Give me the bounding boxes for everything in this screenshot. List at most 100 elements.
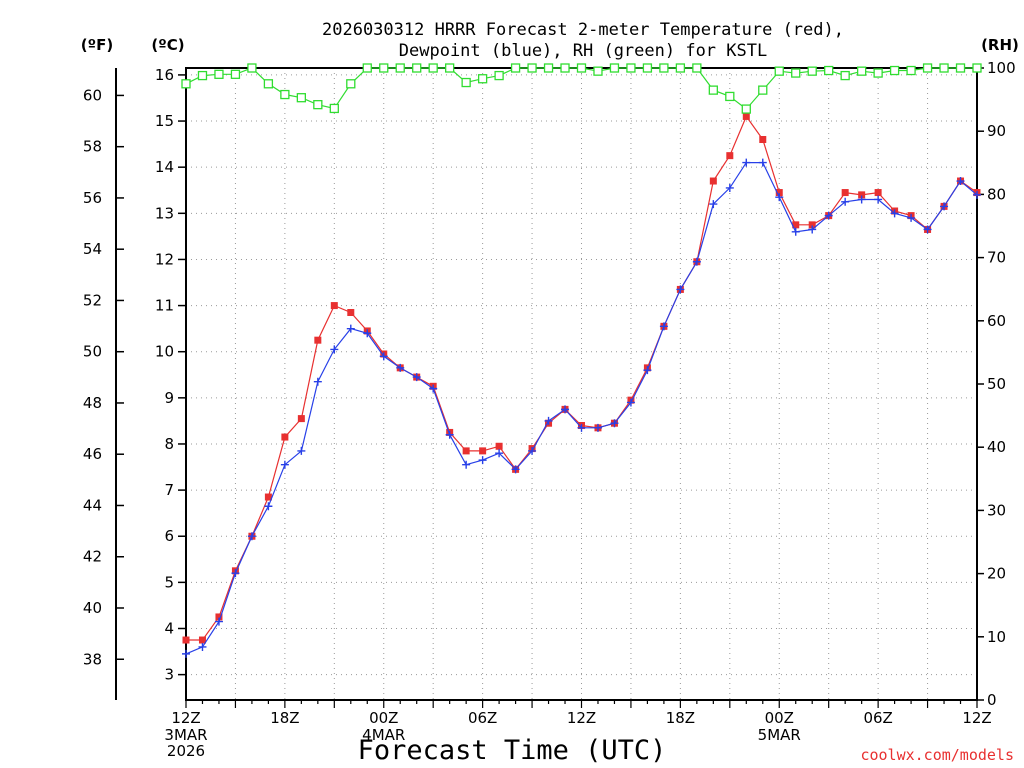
rh-point xyxy=(346,79,356,89)
rh-point xyxy=(510,63,521,73)
rh-point xyxy=(197,70,208,81)
fahrenheit-tick-label: 38 xyxy=(83,650,102,668)
temperature-point xyxy=(775,189,783,197)
dewpoint-point xyxy=(182,649,190,658)
rh-tick-label: 0 xyxy=(987,691,997,709)
rh-point xyxy=(758,85,768,95)
rh-point xyxy=(445,63,455,73)
dewpoint-point xyxy=(363,329,372,338)
temperature-point xyxy=(495,442,503,450)
x-tick-label: 00Z xyxy=(369,709,398,727)
fahrenheit-tick-label: 54 xyxy=(83,240,102,258)
temperature-point xyxy=(264,493,272,501)
dewpoint-point xyxy=(709,200,718,209)
dewpoint-point xyxy=(907,213,916,222)
dewpoint-point xyxy=(758,158,767,167)
rh-point xyxy=(527,63,537,73)
rh-tick-label: 60 xyxy=(987,312,1006,330)
temperature-point xyxy=(874,189,882,197)
dewpoint-point xyxy=(264,502,273,511)
x-tick-date-label: 2026 xyxy=(167,742,205,760)
rh-point xyxy=(412,63,422,73)
fahrenheit-tick-label: 42 xyxy=(83,548,102,566)
rh-point xyxy=(642,63,653,73)
rh-point xyxy=(494,70,504,81)
temperature-point xyxy=(726,152,734,160)
rh-point xyxy=(708,85,718,95)
rh-point xyxy=(609,63,620,73)
temperature-point xyxy=(215,613,223,621)
x-axis-label: Forecast Time (UTC) xyxy=(358,735,667,766)
dewpoint-point xyxy=(379,352,388,361)
fahrenheit-tick-label: 56 xyxy=(83,189,102,207)
rh-point xyxy=(428,63,438,73)
x-tick-date-label: 3MAR xyxy=(164,726,207,744)
celsius-tick-label: 5 xyxy=(164,573,174,591)
dewpoint-point xyxy=(857,195,866,204)
rh-point xyxy=(889,65,900,76)
grid-lines xyxy=(186,68,977,700)
celsius-tick-label: 14 xyxy=(155,158,174,176)
dewpoint-point xyxy=(231,569,240,578)
x-tick-date-label: 4MAR xyxy=(362,726,405,744)
rh-tick-label: 70 xyxy=(987,249,1006,267)
x-tick-label: 06Z xyxy=(468,709,497,727)
rh-point xyxy=(593,66,603,76)
rh-tick-label: 20 xyxy=(987,565,1006,583)
dewpoint-point xyxy=(742,158,751,167)
dewpoint-point xyxy=(561,405,570,414)
temperature-point xyxy=(182,636,190,644)
dewpoint-point xyxy=(874,195,883,204)
dewpoint-point xyxy=(725,183,734,192)
rh-point xyxy=(214,69,224,79)
rh-point xyxy=(395,63,405,73)
dewpoint-point xyxy=(214,617,223,626)
celsius-tick-label: 9 xyxy=(164,389,174,407)
dewpoint-point xyxy=(808,225,817,234)
rh-point xyxy=(263,79,274,89)
rh-point xyxy=(824,65,834,76)
rh-point xyxy=(675,63,686,73)
rh-point xyxy=(461,77,471,88)
dewpoint-point xyxy=(643,366,652,375)
rh-tick-label: 80 xyxy=(987,185,1006,203)
unit-label-celsius: (ºC) xyxy=(151,36,184,54)
dewpoint-point xyxy=(445,430,454,439)
dewpoint-point xyxy=(478,456,487,465)
rh-tick-label: 90 xyxy=(987,122,1006,140)
rh-point xyxy=(576,63,587,73)
dewpoint-point xyxy=(923,225,932,234)
temperature-point xyxy=(759,136,767,144)
rh-point xyxy=(329,103,339,114)
rh-point xyxy=(560,63,570,73)
fahrenheit-tick-label: 46 xyxy=(83,445,102,463)
temperature-point xyxy=(314,336,322,344)
temperature-point xyxy=(330,302,338,310)
dewpoint-point xyxy=(429,384,438,393)
rh-tick-label: 30 xyxy=(987,501,1006,519)
temperature-point xyxy=(709,177,717,185)
celsius-tick-label: 16 xyxy=(155,66,174,84)
dewpoint-point xyxy=(824,211,833,220)
unit-label-rh: (RH) xyxy=(981,36,1019,54)
dewpoint-point xyxy=(297,446,306,455)
rh-tick-label: 40 xyxy=(987,438,1006,456)
x-tick-label: 12Z xyxy=(567,709,596,727)
dewpoint-point xyxy=(841,197,850,206)
rh-point xyxy=(477,74,488,84)
x-tick-date-label: 5MAR xyxy=(758,726,801,744)
temperature-point xyxy=(198,636,206,644)
temperature-point xyxy=(297,415,305,423)
rh-point xyxy=(807,66,817,76)
dewpoint-point xyxy=(890,209,899,218)
dewpoint-point xyxy=(247,532,256,541)
rh-point xyxy=(922,63,933,73)
dewpoint-point xyxy=(462,460,471,469)
rh-point xyxy=(296,93,307,103)
celsius-tick-label: 11 xyxy=(155,297,174,315)
rh-point xyxy=(543,63,554,73)
temperature-point xyxy=(742,112,750,120)
rh-point xyxy=(230,69,241,79)
rh-point xyxy=(856,66,867,76)
temperature-point xyxy=(479,447,487,455)
